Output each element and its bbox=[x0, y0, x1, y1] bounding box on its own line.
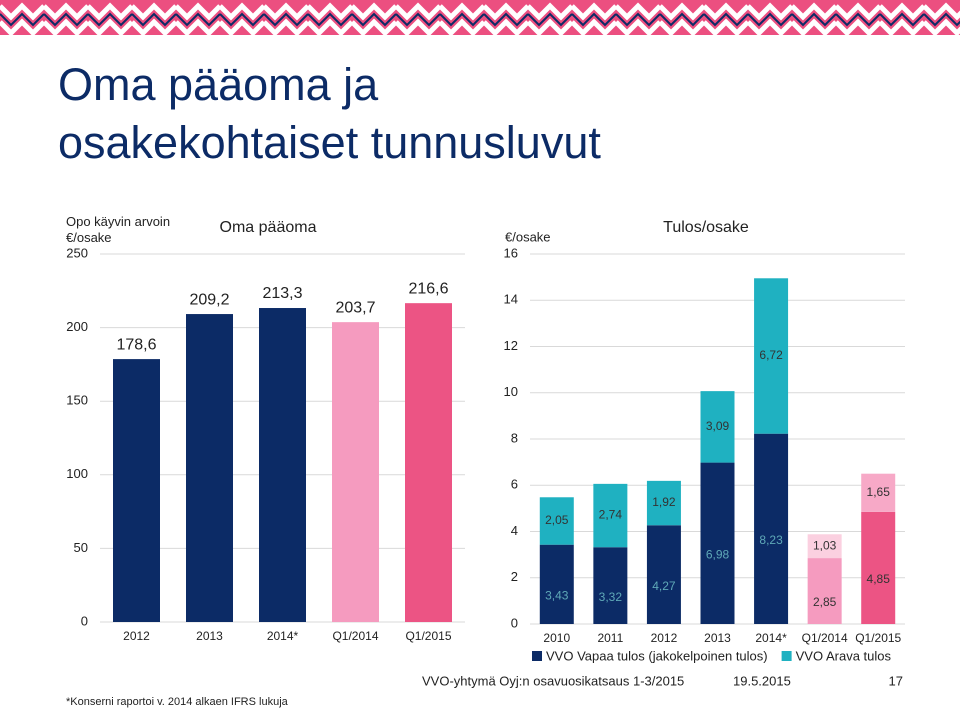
legend-swatch bbox=[781, 651, 792, 661]
slide-title: osakekohtaiset tunnusluvut bbox=[58, 117, 601, 168]
bar-segment bbox=[539, 497, 574, 545]
value-label: 6,72 bbox=[759, 348, 783, 362]
bar-segment bbox=[807, 558, 842, 624]
bar-segment bbox=[754, 433, 789, 624]
bar-segment bbox=[754, 278, 789, 434]
bar-segment bbox=[861, 511, 896, 624]
x-tick-label: 2013 bbox=[704, 631, 731, 645]
y-tick-label: 6 bbox=[511, 477, 518, 492]
x-tick-label: Q1/2015 bbox=[855, 631, 901, 645]
y-tick-label: 8 bbox=[511, 430, 518, 445]
x-tick-label: Q1/2015 bbox=[405, 629, 451, 643]
footnote: *Konserni raportoi v. 2014 alkaen IFRS l… bbox=[66, 696, 289, 708]
value-label: 3,43 bbox=[545, 589, 569, 603]
value-label: 209,2 bbox=[189, 291, 229, 308]
value-label: 8,23 bbox=[759, 533, 783, 547]
bar bbox=[332, 322, 379, 622]
y-tick-label: 50 bbox=[74, 540, 88, 555]
y-tick-label: 0 bbox=[81, 613, 88, 628]
y-tick-label: 200 bbox=[66, 319, 88, 334]
value-label: 1,65 bbox=[867, 485, 891, 499]
bar-segment bbox=[807, 534, 842, 559]
value-label: 178,6 bbox=[116, 336, 156, 353]
bar-segment bbox=[593, 483, 628, 548]
slide-title: Oma pääoma ja bbox=[58, 59, 379, 110]
y-tick-label: 2 bbox=[511, 569, 518, 584]
y-tick-label: 10 bbox=[504, 384, 518, 399]
value-label: 6,98 bbox=[706, 547, 730, 561]
legend-swatch bbox=[532, 651, 542, 661]
y-axis-label: Opo käyvin arvoin €/osake bbox=[66, 214, 171, 245]
x-tick-label: 2014* bbox=[267, 629, 299, 643]
legend-label: VVO Arava tulos bbox=[796, 648, 892, 663]
y-tick-label: 16 bbox=[504, 245, 518, 260]
bar-segment bbox=[646, 480, 681, 526]
y-tick-label: 150 bbox=[66, 393, 88, 408]
bar bbox=[186, 314, 233, 622]
x-tick-label: 2014* bbox=[755, 631, 787, 645]
footer-date: 19.5.2015 bbox=[733, 673, 791, 688]
bar-segment bbox=[593, 547, 628, 624]
value-label: 3,09 bbox=[706, 419, 730, 433]
value-label: 203,7 bbox=[335, 299, 375, 316]
y-tick-label: 250 bbox=[66, 245, 88, 260]
x-tick-label: 2010 bbox=[543, 631, 570, 645]
y-tick-label: 14 bbox=[504, 292, 518, 307]
y-tick-label: 100 bbox=[66, 466, 88, 481]
x-tick-label: 2012 bbox=[651, 631, 678, 645]
bar bbox=[113, 359, 160, 622]
header-band bbox=[0, 0, 960, 35]
page-number: 17 bbox=[889, 673, 903, 688]
x-tick-label: 2012 bbox=[123, 629, 150, 643]
x-tick-label: Q1/2014 bbox=[802, 631, 848, 645]
footer-source: VVO-yhtymä Oyj:n osavuosikatsaus 1-3/201… bbox=[422, 673, 684, 688]
value-label: 2,05 bbox=[545, 513, 569, 527]
value-label: 1,92 bbox=[652, 495, 676, 509]
bar-segment bbox=[646, 525, 681, 624]
bar-segment bbox=[700, 391, 735, 463]
x-tick-label: 2011 bbox=[597, 631, 623, 645]
value-label: 2,85 bbox=[813, 595, 837, 609]
chart-title: Tulos/osake bbox=[663, 219, 749, 236]
bar bbox=[259, 308, 306, 622]
bar-segment bbox=[700, 462, 735, 624]
value-label: 216,6 bbox=[408, 280, 448, 297]
value-label: 2,74 bbox=[599, 508, 623, 522]
legend-label: VVO Vapaa tulos (jakokelpoinen tulos) bbox=[546, 648, 768, 663]
chart-title: Oma pääoma bbox=[220, 219, 317, 236]
x-tick-label: 2013 bbox=[196, 629, 223, 643]
y-tick-label: 12 bbox=[504, 338, 518, 353]
bar bbox=[405, 303, 452, 622]
y-tick-label: 0 bbox=[511, 615, 518, 630]
value-label: 3,32 bbox=[599, 590, 623, 604]
bar-segment bbox=[539, 544, 574, 624]
bar-segment bbox=[861, 473, 896, 512]
y-axis-label: €/osake bbox=[505, 229, 551, 244]
value-label: 4,85 bbox=[867, 572, 891, 586]
y-tick-label: 4 bbox=[511, 523, 518, 538]
value-label: 213,3 bbox=[262, 285, 302, 302]
value-label: 4,27 bbox=[652, 579, 676, 593]
x-tick-label: Q1/2014 bbox=[332, 629, 378, 643]
value-label: 1,03 bbox=[813, 538, 837, 552]
